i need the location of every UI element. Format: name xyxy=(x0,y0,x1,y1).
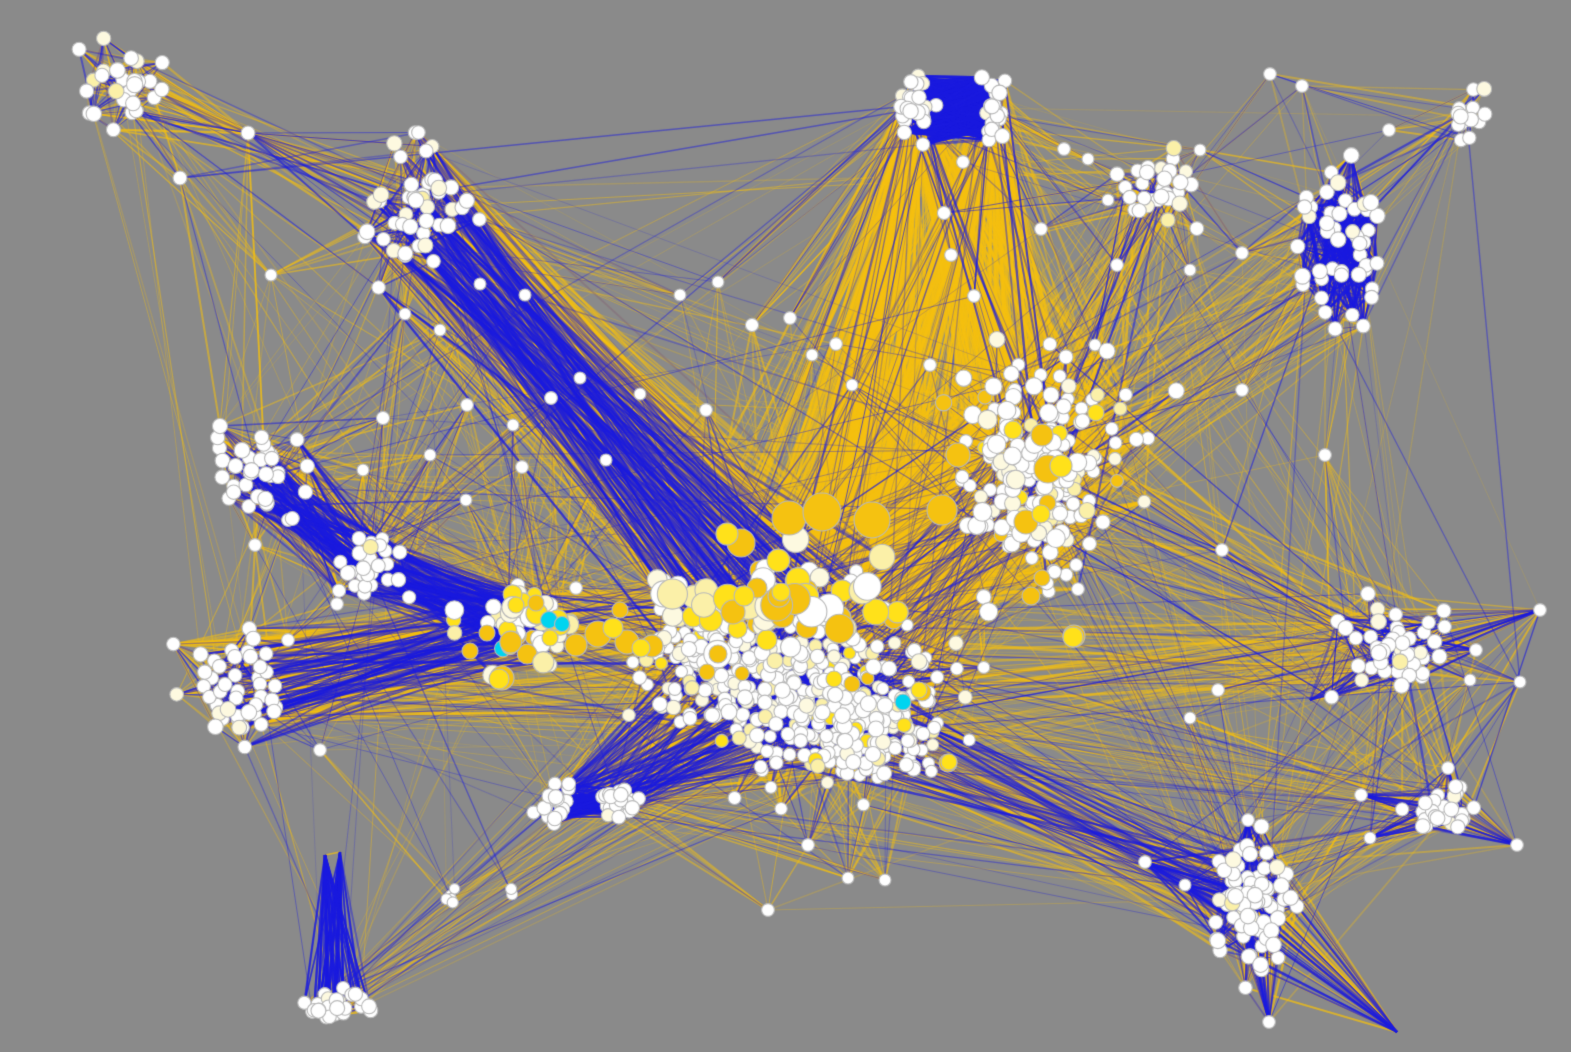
graph-canvas[interactable] xyxy=(0,0,1571,1052)
network-graph-visualization: Force-directed network graph xyxy=(0,0,1571,1052)
